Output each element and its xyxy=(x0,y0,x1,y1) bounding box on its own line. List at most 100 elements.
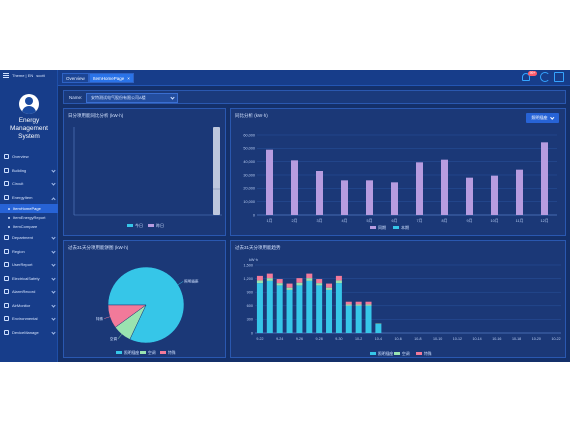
shield-icon xyxy=(4,275,9,281)
sidebar-subitem-itemhomepage[interactable]: ItemHomePage xyxy=(0,204,58,213)
bar-特殊 xyxy=(286,283,293,288)
user-menu[interactable]: scott xyxy=(36,73,45,78)
pie-label: 空调 xyxy=(110,336,118,341)
y-tick-label: 300 xyxy=(247,318,253,322)
bar-特殊 xyxy=(276,279,283,284)
name-select[interactable]: 安特测试电气股份有限公司A楼 xyxy=(86,93,178,103)
bar-同期 xyxy=(341,180,348,215)
legend-label: 照明插座 xyxy=(378,351,393,356)
sidebar-item-devicemanage[interactable]: DeviceManage xyxy=(0,326,58,340)
avatar[interactable] xyxy=(19,94,39,114)
y-tick-label: 10,000 xyxy=(243,200,255,204)
legend-label: 空调 xyxy=(402,351,410,356)
legend-label-yesterday: 昨日 xyxy=(156,222,164,228)
sidebar-item-label: AlarmRecord xyxy=(12,289,36,295)
leaf-icon xyxy=(4,316,9,322)
x-tick-label: 10-6 xyxy=(395,337,402,341)
sidebar-item-label: Environmental xyxy=(12,316,38,322)
monitor-icon xyxy=(4,154,9,160)
x-tick-label: 10-4 xyxy=(375,337,382,341)
sidebar-item-userreport[interactable]: UserReport xyxy=(0,258,58,272)
pie-chart-panel: 过去31天分项用能饼图 (kW·h) 照明插座 空调 特殊 照明插座 空调 特殊 xyxy=(63,240,226,358)
x-tick-label: 3月 xyxy=(317,218,323,223)
sidebar-item-department[interactable]: Department xyxy=(0,231,58,245)
sidebar-item-region[interactable]: Region xyxy=(0,245,58,259)
bar-同期 xyxy=(466,177,473,215)
sidebar-item-airmonitor[interactable]: AirMonitor xyxy=(0,299,58,313)
chevron-down-icon xyxy=(51,167,56,173)
trend-chart: kW·h 0 300 600 900 1,200 1,500 9-22 9-24 9-26 9-28… xyxy=(243,258,561,356)
refresh-icon[interactable] xyxy=(540,72,550,82)
legend-swatch xyxy=(394,352,400,355)
bar-空调 xyxy=(355,304,362,306)
name-label: Name: xyxy=(69,95,83,100)
bar-同期 xyxy=(266,149,273,215)
scroll-slider[interactable] xyxy=(213,127,220,215)
sidebar-item-energyitem[interactable]: EnergyItem xyxy=(0,191,58,205)
chevron-down-icon xyxy=(51,275,56,281)
sidebar-item-overview[interactable]: Overview xyxy=(0,150,58,164)
legend-label-today: 今日 xyxy=(135,222,143,228)
x-tick-label: 10-16 xyxy=(492,337,501,341)
bar-照明插座 xyxy=(365,305,372,333)
legend-swatch xyxy=(140,351,146,354)
bar-照明插座 xyxy=(256,283,263,333)
app-title-line-1: Energy xyxy=(18,117,40,124)
sidebar-item-circuit[interactable]: Circuit xyxy=(0,177,58,191)
x-tick-label: 8月 xyxy=(442,218,448,223)
bar-特殊 xyxy=(365,301,372,305)
air-icon xyxy=(4,302,9,308)
close-icon[interactable]: × xyxy=(127,76,130,81)
name-select-value: 安特测试电气股份有限公司A楼 xyxy=(91,95,146,100)
tab-overview[interactable]: Overview xyxy=(62,73,89,83)
app-title-line-3: System xyxy=(18,133,40,140)
bar-照明插座 xyxy=(375,323,382,333)
y-tick-label: 30,000 xyxy=(243,173,255,177)
bar-照明插座 xyxy=(316,285,323,333)
pie-slice-特殊 xyxy=(107,304,147,328)
y-tick-label: 1,500 xyxy=(243,263,253,267)
toolbar-icons: 99+ xyxy=(522,71,564,82)
sidebar-item-electricalsafety[interactable]: ElectricalSafety xyxy=(0,272,58,286)
legend-swatch-yesterday xyxy=(148,224,154,227)
legend-swatch xyxy=(370,352,376,355)
bar-同期 xyxy=(366,180,373,215)
bar-同期 xyxy=(516,169,523,215)
menu-icon[interactable] xyxy=(3,73,9,78)
sidebar-item-label: Overview xyxy=(12,154,29,160)
monthly-chart: 0 10,000 20,000 30,000 40,000 50,000 60,000 1月 2… xyxy=(243,133,557,230)
y-axis-unit: kW·h xyxy=(249,258,258,262)
daily-chart: 今日 昨日 xyxy=(73,127,222,228)
sidebar-item-building[interactable]: Building xyxy=(0,164,58,178)
sidebar-item-alarmrecord[interactable]: AlarmRecord xyxy=(0,285,58,299)
trend-chart-panel: 过去31天分项用能趋势 kW·h 0 300 600 900 1,200 1,500 9-22… xyxy=(230,240,566,358)
sidebar-subitem-label: ItemHomePage xyxy=(13,206,41,211)
notification-button[interactable]: 99+ xyxy=(522,71,537,82)
x-tick-label: 10-10 xyxy=(433,337,442,341)
panel-title: 日分项用能同比分析 (kW·h) xyxy=(68,113,124,118)
bar-空调 xyxy=(365,304,372,306)
bar-空调 xyxy=(276,283,283,286)
sidebar-item-label: UserReport xyxy=(12,262,33,268)
chevron-down-icon xyxy=(51,302,56,308)
energy-icon xyxy=(4,194,9,200)
building-icon xyxy=(4,167,9,173)
x-tick-label: 4月 xyxy=(342,218,348,223)
sidebar-subitem-itemenergyreport[interactable]: ItemEnergyReport xyxy=(0,213,58,222)
bullet-icon xyxy=(8,216,10,219)
bar-空调 xyxy=(256,280,263,284)
sidebar-item-label: ElectricalSafety xyxy=(12,275,40,281)
tab-itemhomepage[interactable]: ItemHomePage × xyxy=(89,73,134,83)
theme-language-switch[interactable]: Theme | EN xyxy=(12,73,34,78)
bar-特殊 xyxy=(355,301,362,305)
x-tick-label: 9月 xyxy=(467,218,473,223)
legend-swatch xyxy=(416,352,422,355)
x-tick-label: 11月 xyxy=(516,218,524,223)
energy-type-select[interactable]: 照明插座 xyxy=(525,113,559,123)
sidebar-subitem-itemcompare[interactable]: ItemCompare xyxy=(0,222,58,231)
legend-label: 特殊 xyxy=(424,351,432,356)
sidebar-item-environmental[interactable]: Environmental xyxy=(0,312,58,326)
bar-照明插座 xyxy=(286,289,293,333)
fullscreen-icon[interactable] xyxy=(554,72,564,82)
